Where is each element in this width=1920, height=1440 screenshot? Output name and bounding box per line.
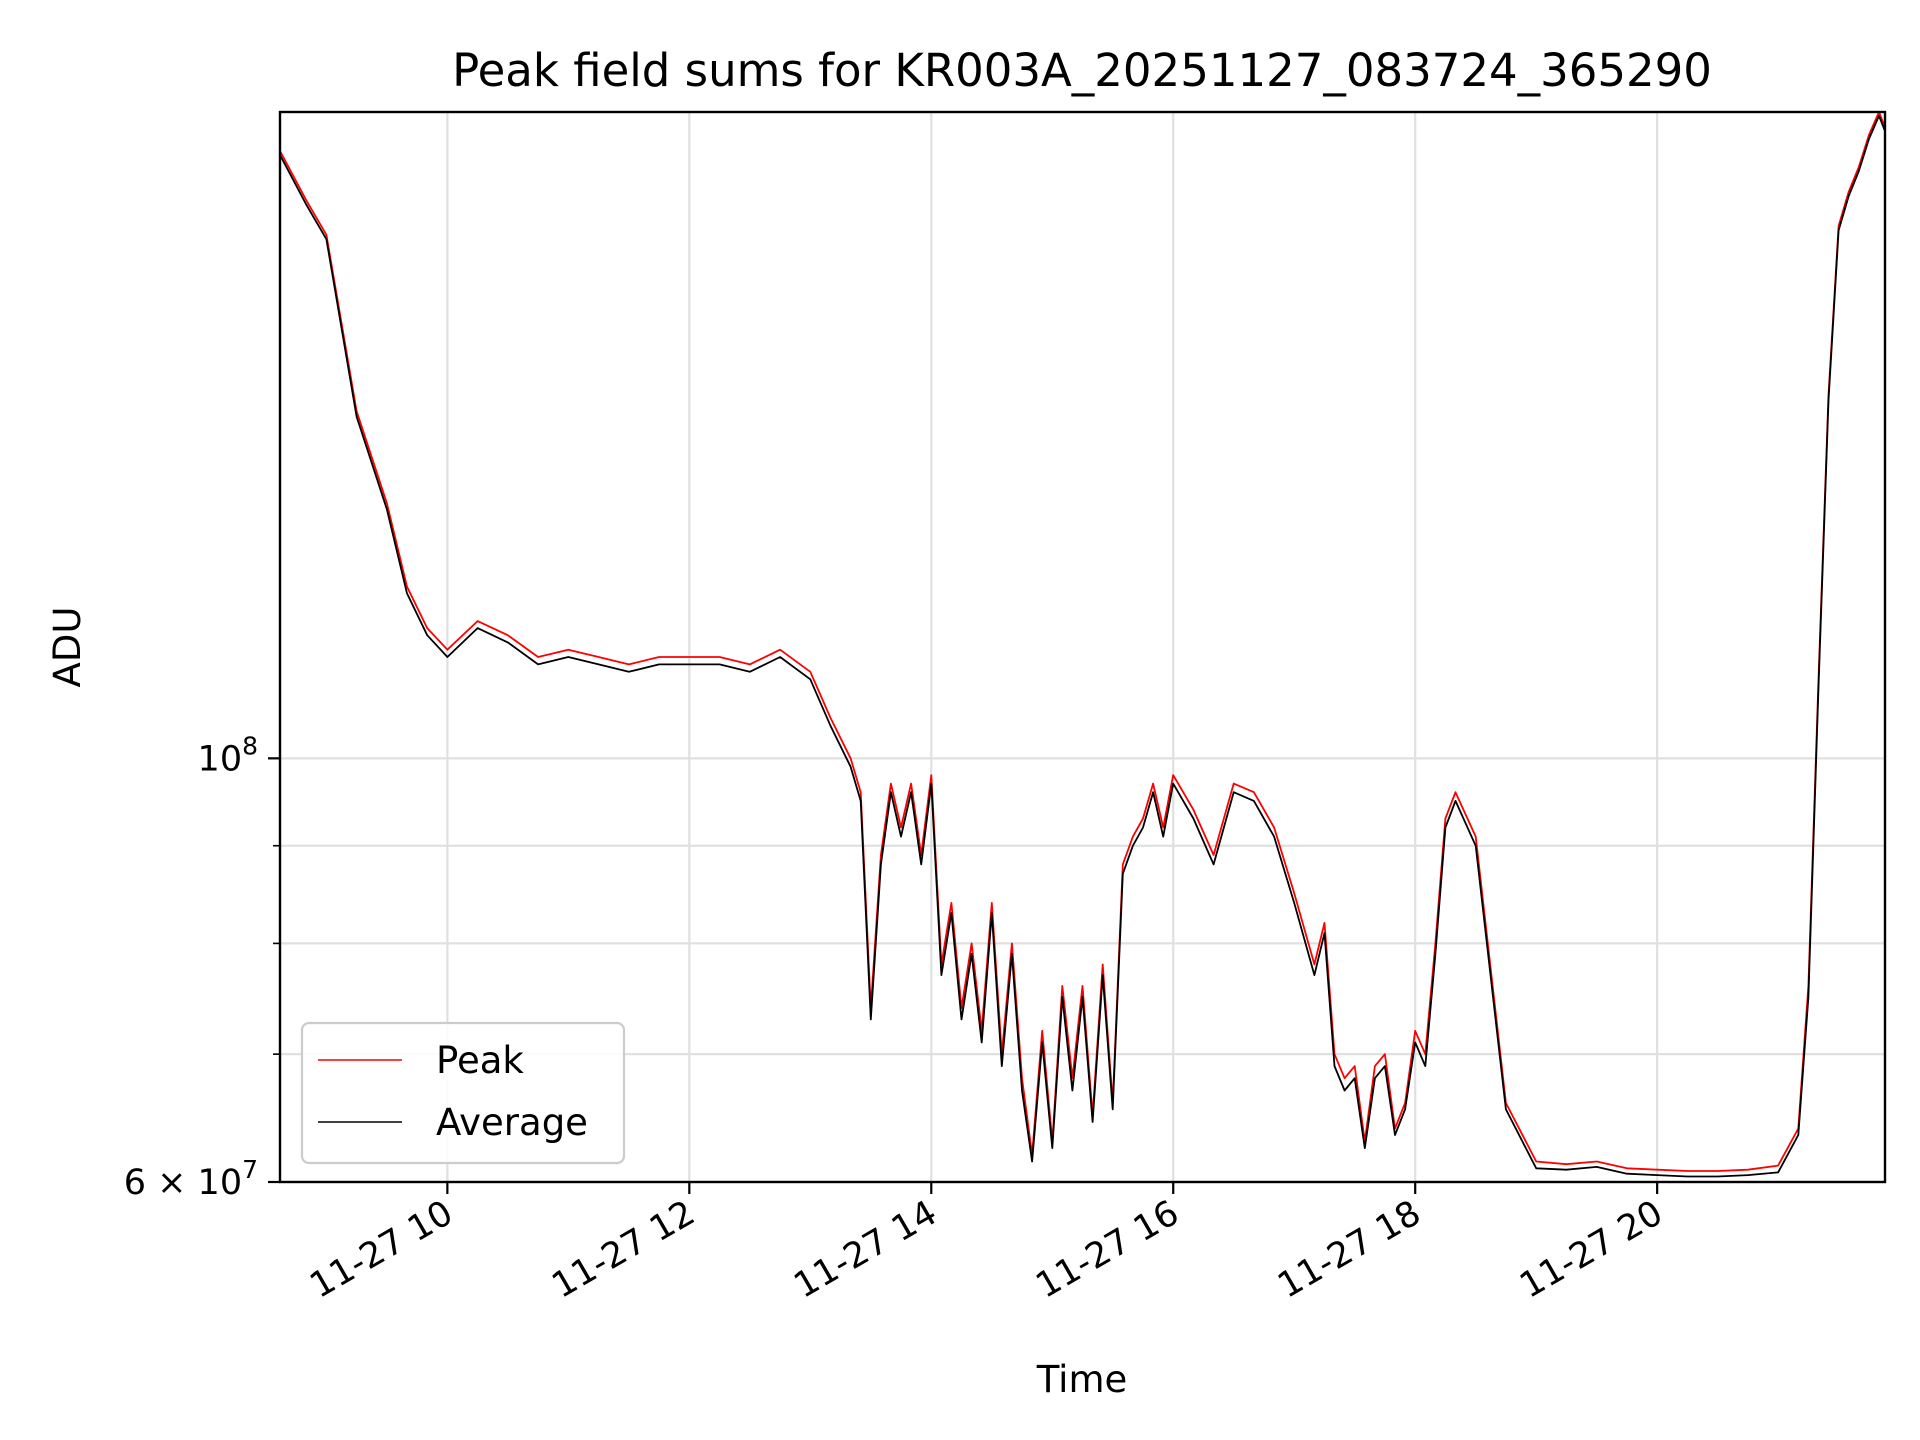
legend-box [300,1021,626,1165]
y-tick-mid: × 10 [146,1163,242,1203]
y-tick-label: 108 [198,731,258,779]
plot-lines [280,112,1885,1178]
legend-average-label: Average [436,1101,588,1144]
plot-frame [278,110,1887,1184]
y-tick-base: 6 [124,1163,146,1203]
y-tick-base: 10 [198,739,243,779]
y-tick-exponent: 8 [242,731,258,760]
y-tick-label: 6 × 107 [124,1155,258,1203]
x-axis-label: Time [1036,1358,1128,1401]
y-axis-ticks: 6 × 107 108 [124,731,280,1203]
y-axis-label: ADU [46,607,89,688]
chart-title: Peak field sums for KR003A_20251127_0837… [452,44,1712,97]
series-line-average [280,114,1885,1178]
legend-peak-label: Peak [436,1039,524,1082]
y-tick-exponent: 7 [242,1155,258,1184]
legend: Peak Average [300,1021,626,1165]
